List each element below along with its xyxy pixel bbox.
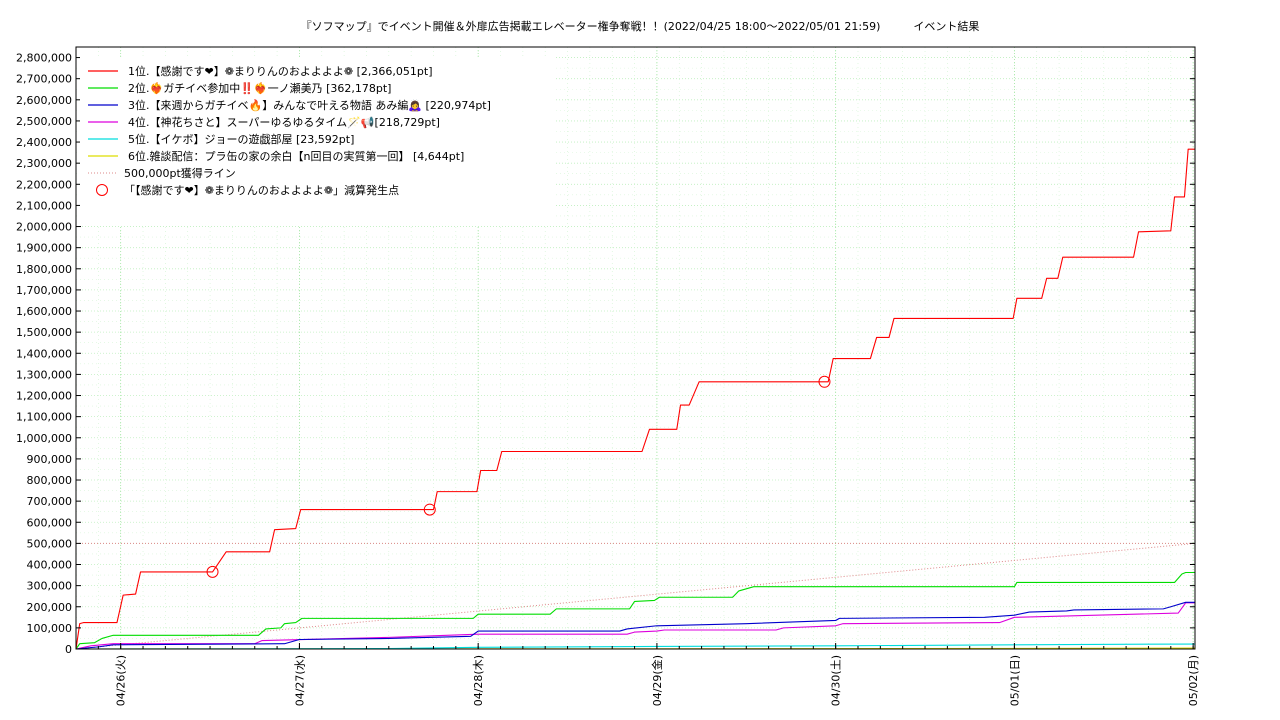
y-tick-label: 1,600,000 — [16, 305, 72, 318]
y-tick-label: 900,000 — [27, 453, 73, 466]
y-tick-label: 400,000 — [27, 559, 73, 572]
legend-box — [80, 57, 554, 225]
y-tick-label: 2,600,000 — [16, 94, 72, 107]
series-line — [75, 148, 1195, 650]
y-tick-label: 1,300,000 — [16, 368, 72, 381]
reference-diagonal-line — [75, 542, 1196, 650]
deduction-marker — [818, 375, 831, 388]
y-tick-label: 1,400,000 — [16, 347, 72, 360]
reference-lines — [75, 542, 1196, 650]
y-tick-label: 2,700,000 — [16, 73, 72, 86]
y-tick-label: 1,200,000 — [16, 390, 72, 403]
x-tick-label: 04/26(火) — [115, 655, 128, 706]
x-tick-label: 05/01(日) — [1008, 655, 1021, 706]
legend-label: 2位.❤️‍🔥ガチイベ参加中‼️❤️‍🔥一ノ瀬美乃 [362,178pt] — [128, 81, 391, 95]
series-line — [75, 601, 1195, 650]
legend: 1位.【感謝です❤】❁まりりんのおよよよよ❁ [2,366,051pt] 2位.❤… — [80, 57, 554, 225]
axes: 0 100,000 200,000 300,000 400,000 500,000 600,… — [16, 52, 1200, 707]
chart-title: 『ソフマップ』でイベント開催＆外扉広告掲載エレベーター権争奪戦！！(2022/0… — [300, 20, 980, 33]
y-tick-label: 2,300,000 — [16, 157, 72, 170]
x-tick-label: 04/30(土) — [830, 655, 843, 706]
y-tick-label: 1,500,000 — [16, 326, 72, 339]
y-tick-label: 300,000 — [27, 580, 73, 593]
y-tick-label: 200,000 — [27, 601, 73, 614]
y-tick-label: 2,000,000 — [16, 221, 72, 234]
y-tick-label: 500,000 — [27, 537, 73, 550]
markers — [206, 375, 831, 578]
y-tick-label: 800,000 — [27, 474, 73, 487]
series-line — [75, 571, 1195, 650]
y-tick-label: 2,100,000 — [16, 199, 72, 212]
series-line — [75, 602, 1195, 650]
y-tick-label: 2,200,000 — [16, 178, 72, 191]
x-tick-label: 04/29(金) — [650, 655, 664, 706]
y-tick-label: 100,000 — [27, 622, 73, 635]
y-tick-label: 700,000 — [27, 495, 73, 508]
y-tick-label: 2,500,000 — [16, 115, 72, 128]
legend-label: 1位.【感謝です❤】❁まりりんのおよよよよ❁ [2,366,051pt] — [128, 64, 433, 78]
legend-swatch — [96, 184, 108, 196]
x-tick-label: 05/02(月) — [1187, 655, 1200, 706]
y-tick-label: 1,800,000 — [16, 263, 72, 276]
y-tick-label: 1,700,000 — [16, 284, 72, 297]
y-tick-label: 0 — [65, 643, 72, 656]
deduction-marker — [423, 503, 436, 516]
plot-frame — [75, 46, 1196, 650]
legend-label: 「【感謝です❤】❁まりりんのおよよよよ❁」減算発生点 — [124, 183, 399, 197]
legend-label: 4位.【神花ちさと】スーパーゆるゆるタイム🪄📢[218,729pt] — [128, 115, 440, 129]
y-tick-label: 1,100,000 — [16, 411, 72, 424]
x-tick-label: 04/28(木) — [472, 655, 485, 706]
y-tick-label: 2,800,000 — [16, 52, 72, 65]
y-tick-label: 600,000 — [27, 516, 73, 529]
legend-label: 5位.【イケボ】ジョーの遊戯部屋 [23,592pt] — [128, 132, 354, 146]
y-tick-label: 1,000,000 — [16, 432, 72, 445]
legend-label: 6位.雑談配信：プラ缶の家の余白【n回目の実質第一回】 [4,644pt] — [128, 149, 464, 163]
x-tick-label: 04/27(水) — [293, 655, 306, 706]
y-tick-label: 2,400,000 — [16, 136, 72, 149]
legend-label: 3位.【来週からガチイベ🔥】みんなで叶える物語 あみ編🙇‍♀️ [220,974… — [128, 98, 491, 112]
legend-label: 500,000pt獲得ライン — [124, 167, 236, 180]
deduction-marker — [206, 565, 219, 578]
y-tick-label: 1,900,000 — [16, 242, 72, 255]
